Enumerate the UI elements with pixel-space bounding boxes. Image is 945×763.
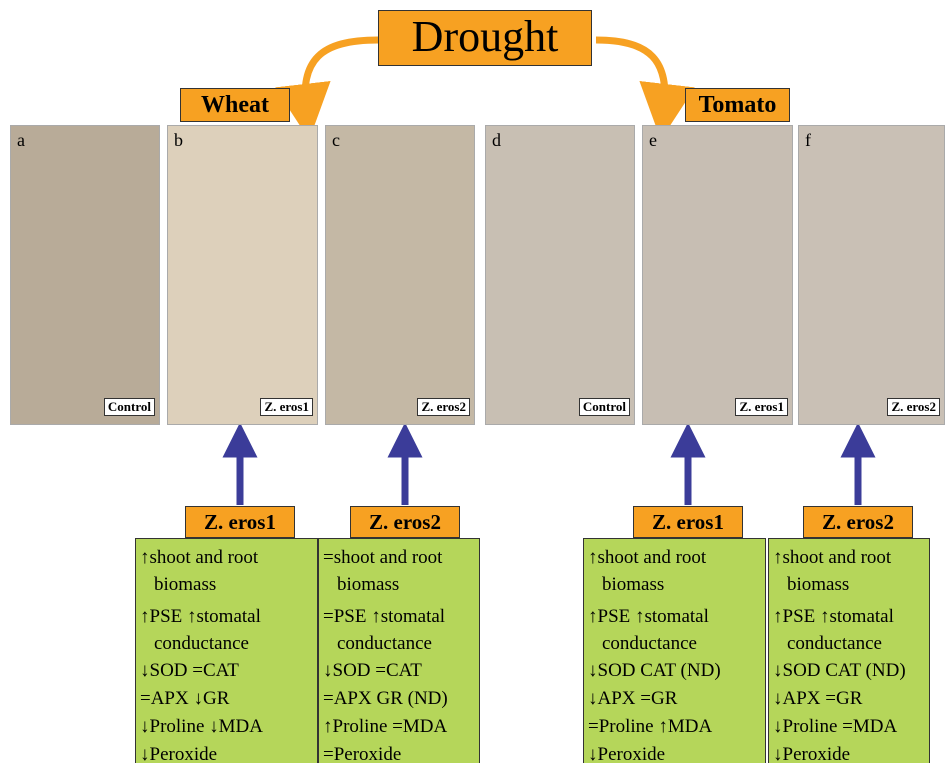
result-line: ↑shoot and root bbox=[773, 547, 891, 569]
panel-tag: Z. eros1 bbox=[260, 398, 313, 416]
result-line: =shoot and root bbox=[323, 547, 442, 569]
panel-tag: Control bbox=[104, 398, 155, 416]
result-line: conductance bbox=[154, 633, 249, 655]
result-line: ↓Proline =MDA bbox=[773, 716, 897, 738]
result-line: biomass bbox=[337, 574, 399, 596]
result-line: biomass bbox=[154, 574, 216, 596]
group-label: Tomato bbox=[685, 88, 790, 122]
result-line: =Proline ↑MDA bbox=[588, 716, 712, 738]
result-line: ↑Proline =MDA bbox=[323, 716, 447, 738]
result-line: ↓Peroxide bbox=[773, 744, 850, 763]
result-line: ↓SOD =CAT bbox=[140, 660, 239, 682]
photo-panel: b Z. eros1 bbox=[167, 125, 318, 425]
result-line: =PSE ↑stomatal bbox=[323, 606, 445, 628]
arrow bbox=[596, 40, 665, 112]
box-title: Z. eros2 bbox=[350, 506, 460, 538]
photo-panel: f Z. eros2 bbox=[798, 125, 945, 425]
result-line: ↑PSE ↑stomatal bbox=[588, 606, 709, 628]
result-line: ↓APX =GR bbox=[588, 688, 677, 710]
result-line: ↓Peroxide bbox=[140, 744, 217, 763]
result-line: ↓SOD CAT (ND) bbox=[588, 660, 721, 682]
result-line: =Peroxide bbox=[323, 744, 401, 763]
panel-letter: a bbox=[17, 130, 25, 151]
panel-tag: Control bbox=[579, 398, 630, 416]
result-line: conductance bbox=[337, 633, 432, 655]
panel-tag: Z. eros1 bbox=[735, 398, 788, 416]
title: Drought bbox=[378, 10, 592, 66]
photo-panel: d Control bbox=[485, 125, 635, 425]
panel-letter: c bbox=[332, 130, 340, 151]
panel-letter: f bbox=[805, 130, 811, 151]
result-line: biomass bbox=[787, 574, 849, 596]
result-line: ↓SOD CAT (ND) bbox=[773, 660, 906, 682]
box-title: Z. eros1 bbox=[633, 506, 743, 538]
result-line: ↑shoot and root bbox=[588, 547, 706, 569]
panel-letter: d bbox=[492, 130, 501, 151]
photo-panel: a Control bbox=[10, 125, 160, 425]
result-line: ↑PSE ↑stomatal bbox=[140, 606, 261, 628]
result-box: ↑shoot and root biomass ↑PSE ↑stomatal cond… bbox=[135, 538, 318, 763]
panel-tag: Z. eros2 bbox=[417, 398, 470, 416]
result-line: ↓Peroxide bbox=[588, 744, 665, 763]
panel-letter: e bbox=[649, 130, 657, 151]
result-line: ↑PSE ↑stomatal bbox=[773, 606, 894, 628]
photo-panel: c Z. eros2 bbox=[325, 125, 475, 425]
result-line: ↓SOD =CAT bbox=[323, 660, 422, 682]
result-line: ↑shoot and root bbox=[140, 547, 258, 569]
result-line: =APX ↓GR bbox=[140, 688, 229, 710]
panel-letter: b bbox=[174, 130, 183, 151]
result-box: ↑shoot and root biomass ↑PSE ↑stomatal cond… bbox=[583, 538, 766, 763]
result-line: biomass bbox=[602, 574, 664, 596]
result-line: conductance bbox=[787, 633, 882, 655]
figure: Drought WheataControlbZ. eros1cZ. eros2↑… bbox=[0, 0, 945, 763]
group-label: Wheat bbox=[180, 88, 290, 122]
box-title: Z. eros2 bbox=[803, 506, 913, 538]
panel-tag: Z. eros2 bbox=[887, 398, 940, 416]
box-title: Z. eros1 bbox=[185, 506, 295, 538]
result-line: ↓Proline ↓MDA bbox=[140, 716, 263, 738]
arrow bbox=[305, 40, 378, 112]
result-line: ↓APX =GR bbox=[773, 688, 862, 710]
result-line: conductance bbox=[602, 633, 697, 655]
photo-panel: e Z. eros1 bbox=[642, 125, 793, 425]
result-line: =APX GR (ND) bbox=[323, 688, 448, 710]
result-box: =shoot and root biomass =PSE ↑stomatal cond… bbox=[318, 538, 480, 763]
result-box: ↑shoot and root biomass ↑PSE ↑stomatal cond… bbox=[768, 538, 930, 763]
